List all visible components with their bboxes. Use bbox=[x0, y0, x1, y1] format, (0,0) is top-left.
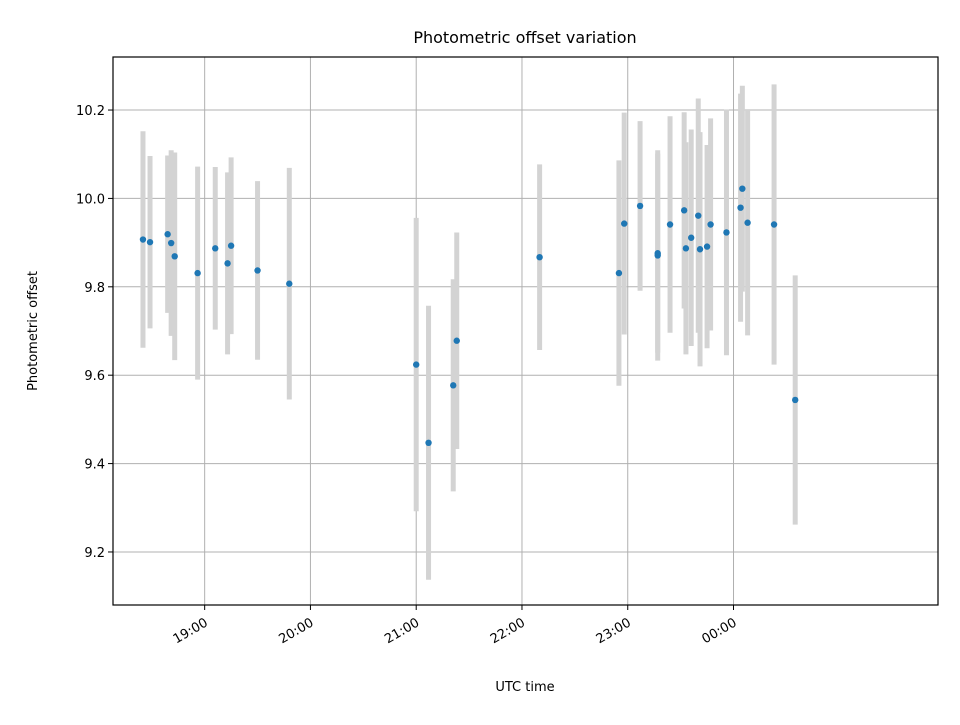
data-point bbox=[146, 238, 154, 246]
y-axis-label: Photometric offset bbox=[26, 271, 41, 391]
y-tick-label: 9.4 bbox=[84, 458, 105, 473]
data-point bbox=[286, 280, 293, 287]
data-point bbox=[212, 245, 219, 252]
data-point bbox=[695, 212, 702, 219]
x-axis-ticks: 19:00 20:00 21:00 22:00 23:00 00:00 bbox=[171, 605, 740, 647]
chart-title: Photometric offset variation bbox=[413, 28, 636, 47]
x-tick-label: 21:00 bbox=[382, 615, 422, 647]
x-tick-label: 00:00 bbox=[700, 615, 740, 647]
y-tick-label: 10.0 bbox=[76, 192, 105, 207]
data-point bbox=[227, 242, 235, 249]
y-tick-label: 9.6 bbox=[84, 369, 105, 384]
data-point bbox=[737, 204, 744, 211]
data-point bbox=[666, 221, 674, 228]
data-point bbox=[621, 220, 628, 227]
data-point bbox=[703, 243, 711, 250]
error-bars bbox=[140, 84, 798, 580]
data-point bbox=[688, 234, 695, 241]
data-point bbox=[654, 250, 661, 257]
data-point bbox=[739, 185, 746, 192]
x-axis-label: UTC time bbox=[495, 680, 554, 695]
y-tick-label: 9.8 bbox=[84, 281, 105, 296]
grid-lines bbox=[113, 57, 938, 605]
data-point bbox=[194, 269, 201, 277]
data-point bbox=[171, 253, 178, 260]
x-tick-label: 22:00 bbox=[488, 615, 528, 647]
y-axis-ticks: 9.2 9.4 9.6 9.8 10.0 10.2 bbox=[76, 104, 113, 561]
data-point bbox=[425, 439, 432, 447]
y-tick-label: 9.2 bbox=[84, 546, 105, 561]
y-tick-label: 10.2 bbox=[76, 104, 105, 119]
x-tick-label: 20:00 bbox=[276, 615, 316, 647]
data-point bbox=[723, 229, 730, 236]
x-tick-label: 19:00 bbox=[171, 615, 211, 647]
data-point bbox=[615, 269, 623, 277]
data-point bbox=[792, 396, 799, 404]
data-point bbox=[224, 260, 231, 267]
data-point bbox=[707, 221, 714, 228]
data-point bbox=[770, 221, 778, 228]
data-point bbox=[536, 253, 543, 261]
data-point bbox=[682, 245, 690, 252]
data-point bbox=[164, 231, 171, 238]
data-point bbox=[413, 361, 420, 368]
data-point bbox=[167, 239, 175, 247]
x-tick-label: 23:00 bbox=[594, 615, 634, 647]
data-point bbox=[680, 207, 688, 214]
data-point bbox=[453, 337, 460, 344]
data-point bbox=[696, 246, 704, 253]
data-point bbox=[254, 267, 261, 274]
plot-area-frame bbox=[112, 56, 939, 606]
data-points bbox=[139, 185, 799, 447]
data-point bbox=[139, 236, 147, 243]
data-point bbox=[744, 219, 751, 226]
data-point bbox=[450, 382, 457, 389]
data-point bbox=[636, 202, 644, 210]
